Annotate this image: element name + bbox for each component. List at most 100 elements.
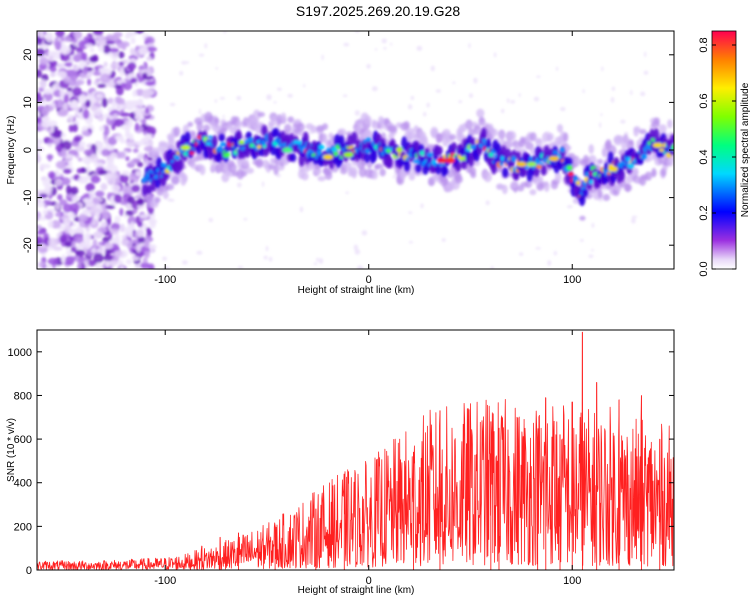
heatmap-cell [120,125,131,130]
heatmap-cell [39,261,45,269]
heatmap-cell [501,184,508,195]
heatmap-cell [379,168,386,177]
heatmap-cell [371,148,378,162]
heatmap-cell [333,151,338,157]
heatmap-cell [107,217,112,226]
heatmap-cell [50,219,61,229]
heatmap-cell [113,193,122,204]
heatmap-cell [78,94,87,104]
heatmap-cell [501,108,505,114]
heatmap-cell [472,160,481,167]
heatmap-cell [145,133,153,138]
heatmap-cell [182,260,188,265]
heatmap-cell [137,220,143,228]
heatmap-cell [171,176,180,185]
heatmap-cell [415,163,422,173]
heatmap-cell [72,54,82,63]
heatmap-cell [182,173,188,183]
heatmap-cell [45,32,54,43]
heatmap-cell [61,254,66,264]
heatmap-cell [408,211,413,214]
heatmap-cell [128,118,134,128]
heatmap-cell [219,96,225,100]
heatmap-cell [37,111,41,118]
heatmap-cell [469,93,473,98]
heatmap-cell [145,227,151,233]
heatmap-hotspot [652,142,663,148]
heatmap-cell [89,55,99,63]
heatmap-hotspot [180,145,191,151]
heatmap-cell [38,31,44,39]
heatmap-cell [410,95,415,101]
heatmap-cell [108,115,114,120]
heatmap-cell [488,152,494,158]
heatmap-cell [505,148,512,159]
heatmap-cell [125,259,133,265]
heatmap-cell [130,77,138,84]
heatmap-cell [132,148,139,153]
heatmap-cell [70,186,79,195]
heatmap-cell [408,172,416,181]
heatmap-cell [144,250,150,259]
heatmap-cell [89,190,96,201]
heatmap-cell [61,36,73,42]
heatmap-cell [119,68,125,77]
heatmap-cell [59,234,68,243]
heatmap-cell [490,128,499,137]
heatmap-cell [423,111,427,117]
heatmap-cell [452,81,456,84]
heatmap-cell [643,70,649,75]
heatmap-cell [631,215,638,219]
heatmap-cell [97,35,107,46]
heatmap-cell [537,175,544,184]
heatmap-cell [167,198,173,202]
heatmap-hotspot [323,154,334,160]
heatmap-cell [44,184,53,193]
heatmap-cell [169,137,176,147]
heatmap-cell [104,125,110,136]
heatmap-cell [529,146,537,155]
heatmap-cell [533,96,540,102]
heatmap-cell [127,215,137,226]
heatmap-cell [524,165,529,169]
heatmap-cell [61,132,67,138]
heatmap-cell [125,210,135,217]
heatmap-hotspot [548,156,559,162]
heatmap-cell [39,57,49,66]
heatmap-cell [124,100,135,106]
heatmap-cell [519,252,524,256]
heatmap-cell [510,100,516,104]
snr-x-tick-label: -100 [154,575,176,587]
heatmap-cell [540,164,547,176]
heatmap-cell [175,155,180,161]
heatmap-cell [560,147,565,153]
heatmap-cell [39,44,50,49]
heatmap-cell [252,109,261,121]
heatmap-cell [146,126,157,136]
heatmap-cell [83,65,88,76]
heatmap-cell [92,31,104,36]
heatmap-cell [390,42,393,46]
heatmap-cell [483,171,492,183]
heatmap-cell [102,236,110,243]
heatmap-cell [126,141,136,148]
heatmap-cell [131,184,141,193]
heatmap-cell [553,251,557,256]
heatmap-cell [72,65,80,72]
heatmap-cell [257,111,266,118]
heatmap-cell [435,163,442,175]
heatmap-cell [77,157,83,162]
heatmap-cell [290,153,297,162]
heatmap-cell [57,110,68,117]
heatmap-cell [204,43,208,49]
snr-y-tick-label: 600 [14,434,32,446]
heatmap-cell [121,170,130,176]
heatmap-cell [241,158,249,167]
heatmap-cell [610,97,615,103]
heatmap-cell [119,265,125,269]
heatmap-cell [63,217,72,227]
heatmap-hotspot [445,157,456,163]
heatmap-cell [141,118,147,126]
heatmap-cell [41,120,52,128]
